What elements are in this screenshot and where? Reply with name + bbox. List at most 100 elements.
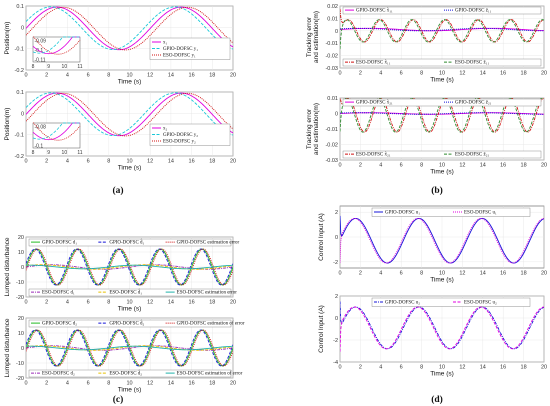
y-tick-label: 0.01 bbox=[327, 96, 338, 102]
x-tick-label: 6 bbox=[400, 365, 403, 371]
y-tick-label: 10 bbox=[18, 250, 24, 256]
x-tick-label: 6 bbox=[87, 381, 90, 387]
y-tick-label: -2 bbox=[333, 338, 338, 344]
y-axis-label: Control Input (A) bbox=[318, 305, 325, 353]
x-tick-label: 16 bbox=[500, 163, 506, 169]
legend-label: GPIO-DOFSC d₁ bbox=[42, 241, 77, 246]
legend-label: GPIO-DOFSC y₂ bbox=[163, 133, 198, 138]
x-tick-label: 0 bbox=[338, 365, 341, 371]
y-tick-label: -0.01 bbox=[325, 41, 338, 47]
legend: GPIO-DOFSC u₂ ESO-DOFSC u₂ bbox=[371, 297, 531, 307]
x-tick-label: 20 bbox=[541, 365, 547, 371]
x-tick-label: 14 bbox=[168, 159, 174, 165]
y-tick-label: 20 bbox=[18, 235, 24, 241]
x-tick-label: 12 bbox=[147, 381, 153, 387]
legend-box bbox=[28, 369, 232, 378]
x-tick-label: 0 bbox=[24, 300, 27, 306]
chart-6: 0 2 4 6 8 10 12 14 16 18 20 20 10 0 -10 -20 Time (s) Lump… bbox=[4, 316, 245, 394]
series-line-3 bbox=[26, 6, 233, 51]
y-tick-label: 0 bbox=[335, 112, 338, 118]
x-tick-label: 16 bbox=[500, 71, 506, 77]
x-tick-label: 4 bbox=[379, 71, 382, 77]
x-tick-label: 16 bbox=[189, 381, 195, 387]
x-tick-label: 2 bbox=[45, 73, 48, 79]
series-line-1 bbox=[340, 215, 544, 264]
x-axis-label: Time (s) bbox=[430, 371, 454, 378]
inset-x-tick: 11 bbox=[77, 64, 82, 70]
x-tick-label: 10 bbox=[126, 159, 132, 165]
x-tick-label: 6 bbox=[400, 71, 403, 77]
y-axis-label: Control Input (A) bbox=[318, 213, 325, 261]
y-tick-label: 20 bbox=[18, 316, 24, 322]
y-tick-label: -0.02 bbox=[325, 54, 338, 60]
inset-area bbox=[32, 36, 81, 63]
y-tick-label: -20 bbox=[16, 295, 24, 301]
legend-box bbox=[342, 58, 542, 67]
x-tick-label: 14 bbox=[168, 381, 174, 387]
y-axis-label: Position(m) bbox=[4, 108, 11, 141]
x-tick-label: 20 bbox=[230, 159, 236, 165]
legend: GPIO-DOFSC x̃₂₁ GPIO-DOFSC ẑ₂₁ ESO-DOFSC x… bbox=[342, 98, 542, 159]
inset-y-tick: -0.09 bbox=[35, 39, 47, 45]
x-tick-label: 2 bbox=[45, 159, 48, 165]
y-tick-label: -0.1 bbox=[15, 133, 24, 139]
legend-box bbox=[342, 150, 542, 159]
x-axis-label: Time (s) bbox=[430, 77, 454, 84]
legend-label: ESO-DOFSC y₁ bbox=[163, 54, 196, 59]
legend-label: ESO-DOFSC ẑ₂₁ bbox=[455, 153, 489, 158]
y-tick-label: -0.01 bbox=[325, 127, 338, 133]
legend-label: GPIO-DOFSC estimation of error bbox=[177, 322, 245, 327]
y-tick-label: -2 bbox=[333, 260, 338, 266]
x-tick-label: 20 bbox=[230, 381, 236, 387]
panel-tag-a: (a) bbox=[112, 185, 123, 196]
x-tick-label: 8 bbox=[420, 163, 423, 169]
inset-series-line bbox=[33, 36, 81, 55]
y-tick-label: 2 bbox=[335, 210, 338, 216]
x-tick-label: 8 bbox=[420, 271, 423, 277]
inset-y-tick: -0.08 bbox=[35, 125, 47, 131]
y-axis-label: Tracking errorand estimation(m) bbox=[306, 11, 320, 63]
y-tick-label: -4 bbox=[333, 360, 338, 366]
y-tick-label: 0.1 bbox=[16, 90, 24, 96]
x-tick-label: 12 bbox=[459, 71, 465, 77]
x-tick-label: 18 bbox=[209, 159, 215, 165]
x-tick-label: 8 bbox=[420, 71, 423, 77]
x-tick-label: 18 bbox=[521, 71, 527, 77]
series-line-2 bbox=[26, 248, 233, 286]
legend-label: GPIO-DOFSC d̂₁ bbox=[109, 239, 144, 245]
x-tick-label: 2 bbox=[45, 381, 48, 387]
series-line-2 bbox=[26, 92, 233, 136]
legend-box bbox=[342, 6, 542, 15]
y-tick-label: 0 bbox=[335, 29, 338, 35]
y-tick-label: -20 bbox=[16, 376, 24, 382]
x-axis-label: Time (s) bbox=[118, 387, 142, 394]
legend-label: ESO-DOFSC u₁ bbox=[464, 211, 497, 216]
legend-label: ESO-DOFSC d̂₂ bbox=[109, 370, 142, 376]
series-line-3 bbox=[26, 248, 233, 286]
legend: GPIO-DOFSC x̃₁₁ GPIO-DOFSC ẑ₁₁ ESO-DOFSC x… bbox=[342, 6, 542, 67]
series-line-4 bbox=[26, 264, 233, 270]
x-tick-label: 0 bbox=[338, 71, 341, 77]
legend-box bbox=[28, 319, 232, 328]
y-tick-label: 0 bbox=[21, 346, 24, 352]
x-tick-label: 16 bbox=[500, 365, 506, 371]
x-tick-label: 2 bbox=[359, 365, 362, 371]
legend-label: ESO-DOFSC d₂ bbox=[42, 372, 75, 377]
y-tick-label: 0.01 bbox=[327, 16, 338, 22]
x-tick-label: 16 bbox=[189, 300, 195, 306]
x-tick-label: 12 bbox=[147, 73, 153, 79]
x-tick-label: 8 bbox=[107, 381, 110, 387]
x-tick-label: 8 bbox=[107, 300, 110, 306]
series-line-2 bbox=[340, 306, 544, 352]
x-tick-label: 2 bbox=[359, 271, 362, 277]
x-tick-label: 12 bbox=[459, 163, 465, 169]
x-tick-label: 14 bbox=[480, 271, 486, 277]
legend-label: GPIO-DOFSC u₁ bbox=[385, 211, 420, 216]
series-line-4 bbox=[340, 19, 544, 50]
x-axis-label: Time (s) bbox=[118, 306, 142, 313]
y-tick-label: 0 bbox=[335, 316, 338, 322]
y-tick-label: -0.1 bbox=[15, 47, 24, 53]
